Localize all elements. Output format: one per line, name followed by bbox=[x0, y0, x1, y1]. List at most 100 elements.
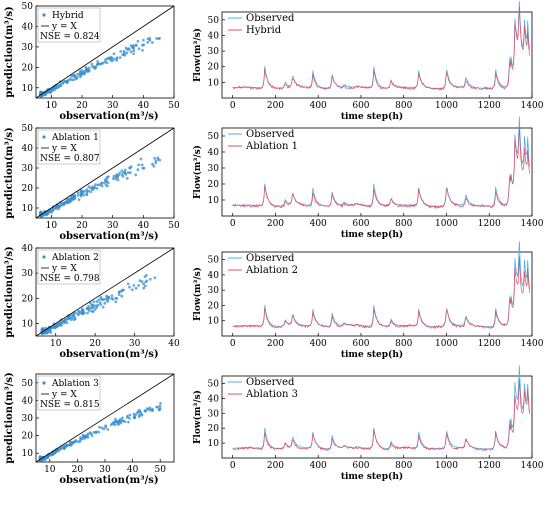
x-tick-label: 40 bbox=[138, 101, 150, 111]
y-tick-label: 10 bbox=[22, 449, 34, 459]
y-tick-label: 30 bbox=[208, 164, 220, 174]
scatter-point bbox=[141, 49, 144, 52]
scatter-point bbox=[53, 88, 56, 92]
x-tick-label: 50 bbox=[168, 221, 180, 231]
scatter-point bbox=[76, 194, 80, 197]
y-tick-label: 10 bbox=[208, 317, 220, 327]
x-tick-label: 800 bbox=[395, 461, 412, 471]
y-tick-label: 10 bbox=[208, 196, 220, 206]
scatter-point bbox=[112, 422, 116, 425]
scatter-point bbox=[142, 43, 146, 47]
y-tick-label: 20 bbox=[22, 432, 34, 442]
scatter-point bbox=[77, 198, 81, 202]
scatter-point bbox=[70, 316, 74, 320]
y-tick-label: 40 bbox=[22, 396, 34, 406]
y-tick-label: 10 bbox=[22, 204, 34, 214]
scatter-point bbox=[136, 168, 140, 172]
scatter-point bbox=[105, 184, 109, 188]
scatter-point bbox=[112, 174, 116, 178]
scatter-point bbox=[82, 193, 86, 197]
scatter-point bbox=[85, 188, 89, 192]
scatter-point bbox=[134, 173, 138, 177]
scatter-point bbox=[119, 50, 123, 53]
scatter-point bbox=[93, 308, 97, 311]
scatter-point bbox=[85, 434, 89, 437]
scatter-point bbox=[92, 304, 95, 307]
y-tick-label: 20 bbox=[208, 180, 220, 190]
scatter-point bbox=[155, 37, 159, 40]
scatter-point bbox=[81, 309, 85, 312]
y-tick-label: 30 bbox=[208, 409, 220, 419]
scatter-point bbox=[146, 41, 150, 44]
x-axis-label: observation(m³/s) bbox=[59, 231, 158, 242]
y-tick-label: 30 bbox=[208, 47, 220, 57]
x-axis-label: observation(m³/s) bbox=[59, 475, 158, 486]
scatter-point bbox=[137, 47, 141, 51]
scatter-point bbox=[90, 187, 94, 190]
x-tick-label: 600 bbox=[352, 339, 369, 349]
y-axis-label: Flow(m³/s) bbox=[192, 267, 203, 321]
scatter-point bbox=[73, 74, 77, 78]
x-axis-label: observation(m³/s) bbox=[59, 111, 158, 122]
scatter-point bbox=[100, 184, 104, 188]
scatter-point bbox=[70, 78, 74, 82]
x-tick-label: 400 bbox=[310, 101, 327, 111]
scatter-point bbox=[132, 49, 136, 53]
scatter-point bbox=[55, 449, 58, 453]
x-tick-label: 0 bbox=[230, 339, 236, 349]
scatter-point bbox=[110, 294, 114, 297]
y-tick-label: 30 bbox=[22, 414, 34, 424]
legend-marker bbox=[42, 255, 46, 259]
scatter-point bbox=[104, 297, 108, 301]
scatter-point bbox=[142, 282, 145, 286]
scatter-point bbox=[143, 284, 147, 288]
y-tick-label: 50 bbox=[208, 379, 220, 389]
scatter-point bbox=[127, 48, 131, 51]
scatter-point bbox=[103, 301, 107, 305]
y-tick-label: 10 bbox=[208, 439, 220, 449]
scatter-point bbox=[152, 164, 156, 168]
y-tick-label: 30 bbox=[22, 164, 34, 174]
legend-ref-label: y = X bbox=[51, 264, 77, 274]
scatter-point bbox=[140, 163, 144, 167]
observed-series-line bbox=[232, 0, 530, 89]
y-tick-label: 20 bbox=[208, 424, 220, 434]
scatter-point bbox=[65, 200, 68, 204]
scatter-point bbox=[156, 405, 159, 409]
scatter-point bbox=[43, 456, 47, 460]
scatter-point bbox=[99, 303, 103, 306]
scatter-point bbox=[70, 75, 73, 78]
legend-model-label: Ablation 2 bbox=[245, 265, 298, 276]
scatter-point bbox=[106, 175, 110, 179]
x-tick-label: 0 bbox=[230, 219, 236, 229]
scatter-point bbox=[89, 432, 93, 436]
x-tick-label: 20 bbox=[89, 339, 101, 349]
x-tick-label: 0 bbox=[230, 101, 236, 111]
x-tick-label: 20 bbox=[72, 465, 84, 475]
scatter-point bbox=[85, 67, 89, 71]
scatter-point bbox=[96, 62, 99, 66]
scatter-point bbox=[72, 440, 76, 444]
scatter-point bbox=[93, 186, 97, 190]
scatter-point bbox=[82, 69, 86, 73]
plot-frame bbox=[221, 251, 533, 337]
y-tick-label: 40 bbox=[22, 144, 34, 154]
x-axis-label: time step(h) bbox=[341, 111, 403, 122]
y-tick-label: 10 bbox=[22, 319, 34, 329]
y-tick-label: 30 bbox=[22, 269, 34, 279]
x-tick-label: 1400 bbox=[521, 101, 544, 111]
y-tick-label: 50 bbox=[208, 256, 220, 266]
y-axis-label: prediction(m³/s) bbox=[4, 372, 15, 464]
scatter-point bbox=[87, 185, 91, 189]
reference-line bbox=[35, 5, 175, 99]
scatter-point bbox=[158, 407, 162, 411]
scatter-point bbox=[103, 178, 107, 182]
scatter-point bbox=[95, 187, 99, 190]
scatter-point bbox=[97, 430, 101, 434]
scatter-point bbox=[51, 209, 55, 213]
flow-panel-7: 0 200 400 600 800 1000 1200 1400 10 20 30 40 50 Obser… bbox=[208, 365, 544, 471]
scatter-point bbox=[137, 163, 141, 167]
legend-frame bbox=[37, 375, 101, 411]
